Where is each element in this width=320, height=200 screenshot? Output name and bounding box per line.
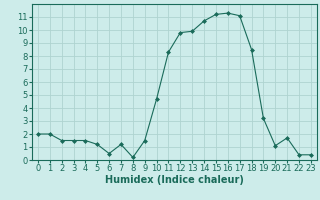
X-axis label: Humidex (Indice chaleur): Humidex (Indice chaleur): [105, 175, 244, 185]
